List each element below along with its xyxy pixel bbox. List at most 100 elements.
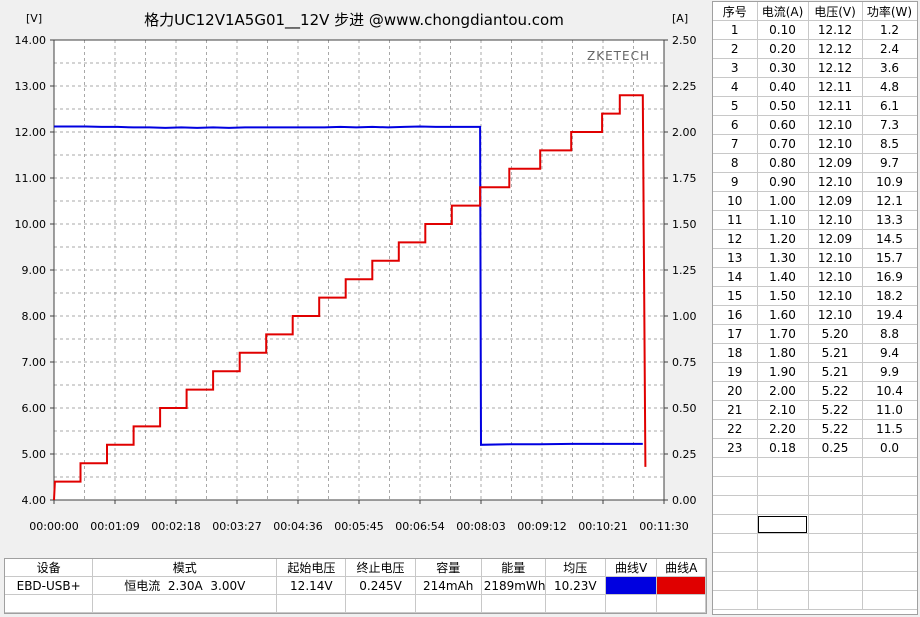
summary-capacity: 214mAh	[415, 576, 482, 595]
summary-mode: 恒电流 2.30A 3.00V	[92, 576, 278, 595]
table-row[interactable]: 18 1.80 5.21 9.4	[713, 343, 917, 363]
empty-cell	[808, 476, 863, 496]
table-row[interactable]: 10 1.00 12.09 12.1	[713, 191, 917, 211]
right-tick-label: 1.25	[672, 264, 697, 277]
summary-panel: 设备 模式 起始电压 终止电压 容量 能量 均压 曲线V 曲线A EBD-USB…	[4, 558, 707, 614]
row-voltage: 5.20	[808, 324, 863, 344]
row-voltage: 0.25	[808, 438, 863, 458]
right-axis-unit: [A]	[672, 12, 688, 25]
table-row[interactable]: 8 0.80 12.09 9.7	[713, 153, 917, 173]
left-tick-label: 14.00	[15, 34, 47, 47]
row-power: 8.5	[862, 134, 917, 154]
table-row[interactable]: 12 1.20 12.09 14.5	[713, 229, 917, 249]
selected-empty-cell[interactable]	[757, 514, 809, 534]
curve-a-color-swatch[interactable]	[657, 577, 705, 594]
curve-v-color-swatch[interactable]	[605, 577, 656, 594]
summary-header-end-voltage: 终止电压	[345, 559, 416, 577]
empty-cell	[713, 590, 758, 610]
table-row[interactable]: 20 2.00 5.22 10.4	[713, 381, 917, 401]
row-index: 6	[713, 115, 758, 135]
table-row[interactable]: 4 0.40 12.11 4.8	[713, 77, 917, 97]
table-row[interactable]: 19 1.90 5.21 9.9	[713, 362, 917, 382]
right-tick-label: 0.75	[672, 356, 697, 369]
left-tick-label: 10.00	[15, 218, 47, 231]
table-row[interactable]: 13 1.30 12.10 15.7	[713, 248, 917, 268]
row-index: 22	[713, 419, 758, 439]
row-current: 1.90	[757, 362, 809, 382]
curve-v-swatch-cell[interactable]	[605, 576, 658, 595]
summary-end-voltage: 0.245V	[345, 576, 416, 595]
empty-cell	[862, 495, 917, 515]
empty-cell	[862, 476, 917, 496]
row-current: 1.30	[757, 248, 809, 268]
row-voltage: 5.22	[808, 381, 863, 401]
empty-cell	[713, 514, 758, 534]
right-tick-label: 2.00	[672, 126, 697, 139]
table-row[interactable]: 3 0.30 12.12 3.6	[713, 58, 917, 78]
table-row[interactable]: 21 2.10 5.22 11.0	[713, 400, 917, 420]
header-power: 功率(W)	[862, 2, 917, 21]
summary-avg-voltage: 10.23V	[545, 576, 606, 595]
summary-header-energy: 能量	[481, 559, 546, 577]
summary-row: EBD-USB+ 恒电流 2.30A 3.00V 12.14V 0.245V 2…	[5, 576, 706, 595]
empty-row	[713, 495, 917, 515]
row-current: 0.18	[757, 438, 809, 458]
header-index: 序号	[713, 2, 758, 21]
row-index: 18	[713, 343, 758, 363]
table-row[interactable]: 17 1.70 5.20 8.8	[713, 324, 917, 344]
summary-header-device: 设备	[5, 559, 94, 577]
table-row[interactable]: 9 0.90 12.10 10.9	[713, 172, 917, 192]
row-index: 21	[713, 400, 758, 420]
table-row[interactable]: 22 2.20 5.22 11.5	[713, 419, 917, 439]
table-row[interactable]: 2 0.20 12.12 2.4	[713, 39, 917, 59]
x-tick-label: 00:03:27	[212, 520, 261, 533]
row-index: 16	[713, 305, 758, 325]
row-voltage: 12.09	[808, 153, 863, 173]
x-tick-label: 00:08:03	[456, 520, 505, 533]
right-tick-label: 2.25	[672, 80, 697, 93]
table-row[interactable]: 16 1.60 12.10 19.4	[713, 305, 917, 325]
summary-header-curve-a[interactable]: 曲线A	[656, 559, 706, 577]
empty-cell	[713, 476, 758, 496]
left-tick-label: 5.00	[22, 448, 47, 461]
row-current: 2.10	[757, 400, 809, 420]
empty-cell	[713, 495, 758, 515]
row-voltage: 12.10	[808, 267, 863, 287]
row-current: 1.80	[757, 343, 809, 363]
row-index: 23	[713, 438, 758, 458]
left-tick-label: 6.00	[22, 402, 47, 415]
x-tick-label: 00:04:36	[273, 520, 322, 533]
x-tick-label: 00:10:21	[578, 520, 627, 533]
row-index: 14	[713, 267, 758, 287]
table-row[interactable]: 5 0.50 12.11 6.1	[713, 96, 917, 116]
table-row[interactable]: 1 0.10 12.12 1.2	[713, 20, 917, 40]
row-index: 15	[713, 286, 758, 306]
row-voltage: 5.21	[808, 362, 863, 382]
x-tick-label: 00:09:12	[517, 520, 566, 533]
row-power: 19.4	[862, 305, 917, 325]
row-current: 0.50	[757, 96, 809, 116]
left-tick-label: 7.00	[22, 356, 47, 369]
table-row[interactable]: 6 0.60 12.10 7.3	[713, 115, 917, 135]
table-row[interactable]: 14 1.40 12.10 16.9	[713, 267, 917, 287]
empty-cell	[808, 457, 863, 477]
curve-a-swatch-cell[interactable]	[656, 576, 706, 595]
summary-energy: 2189mWh	[481, 576, 546, 595]
row-current: 2.20	[757, 419, 809, 439]
empty-cell	[862, 590, 917, 610]
row-current: 1.50	[757, 286, 809, 306]
right-tick-label: 0.00	[672, 494, 697, 507]
left-tick-label: 8.00	[22, 310, 47, 323]
table-row[interactable]: 23 0.18 0.25 0.0	[713, 438, 917, 458]
row-power: 10.4	[862, 381, 917, 401]
table-row[interactable]: 7 0.70 12.10 8.5	[713, 134, 917, 154]
row-current: 0.10	[757, 20, 809, 40]
summary-header-curve-v[interactable]: 曲线V	[605, 559, 658, 577]
row-index: 8	[713, 153, 758, 173]
table-row[interactable]: 15 1.50 12.10 18.2	[713, 286, 917, 306]
empty-cell	[862, 514, 917, 534]
row-index: 7	[713, 134, 758, 154]
table-row[interactable]: 11 1.10 12.10 13.3	[713, 210, 917, 230]
empty-cell	[808, 552, 863, 572]
row-voltage: 12.11	[808, 77, 863, 97]
